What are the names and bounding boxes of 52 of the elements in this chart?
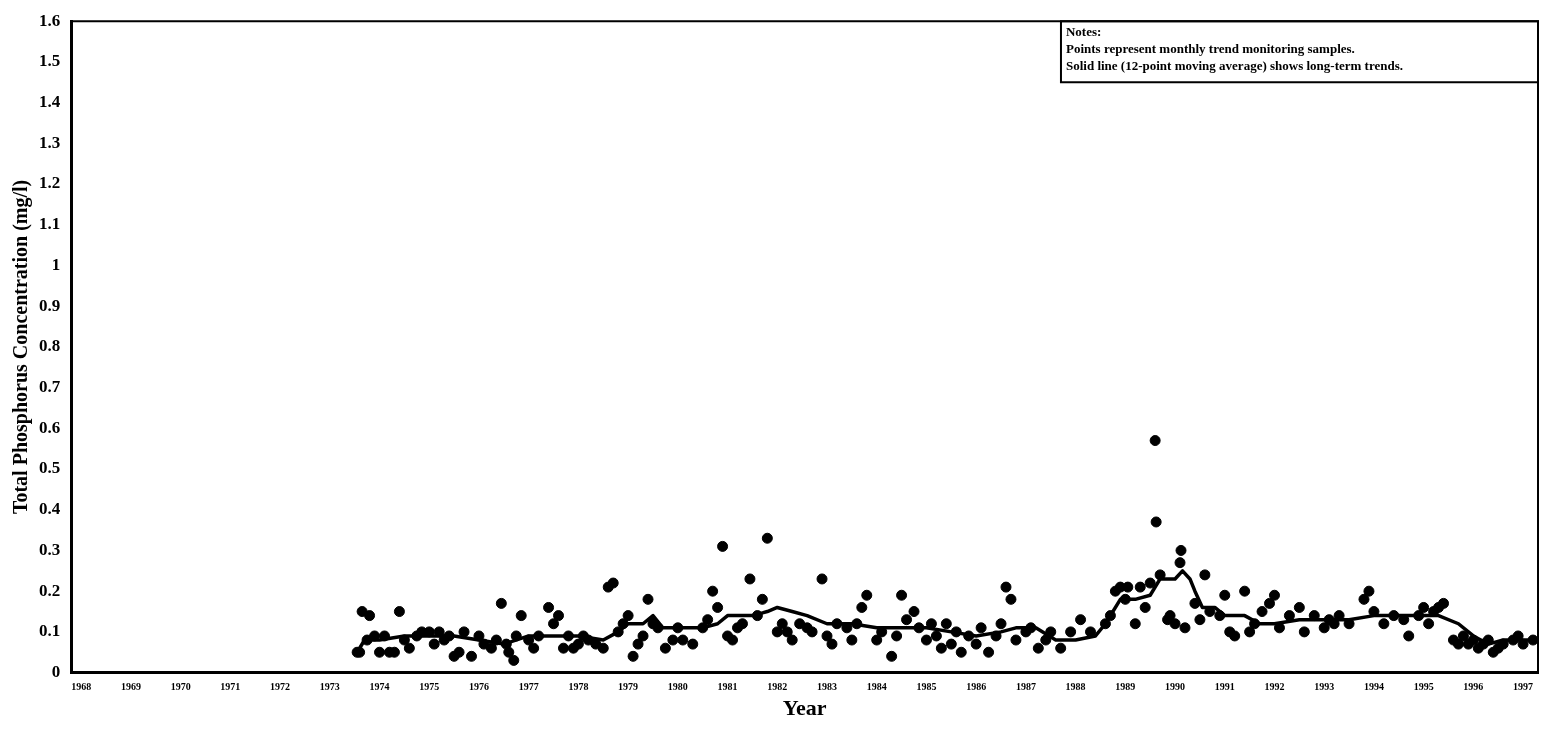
y-tick-label: 0.2 xyxy=(39,580,61,600)
x-tick-label: 1994 xyxy=(1363,681,1384,693)
x-tick-label: 1978 xyxy=(568,681,589,693)
x-tick-label: 1993 xyxy=(1314,681,1335,693)
x-tick-label: 1980 xyxy=(667,681,688,693)
y-tick-label: 0.1 xyxy=(39,621,61,641)
x-tick-label: 1997 xyxy=(1513,681,1534,693)
x-tick-label: 1991 xyxy=(1214,681,1235,693)
x-tick-label: 1992 xyxy=(1264,681,1285,693)
x-tick-label: 1985 xyxy=(916,681,937,693)
x-tick-label: 1982 xyxy=(767,681,788,693)
x-tick-label: 1996 xyxy=(1463,681,1484,693)
y-tick-label: 0.8 xyxy=(39,336,61,356)
x-tick-label: 1972 xyxy=(270,681,291,693)
y-tick-label: 0 xyxy=(51,661,61,681)
y-tick-label: 1.2 xyxy=(39,173,61,193)
y-tick-label: 0.7 xyxy=(39,377,61,396)
x-tick-label: 1988 xyxy=(1065,681,1086,693)
y-tick-label: 1.4 xyxy=(39,92,61,112)
y-tick-label: 1.5 xyxy=(39,51,61,71)
y-tick-label: 0.9 xyxy=(39,295,61,315)
x-tick-label: 1975 xyxy=(419,681,440,693)
y-tick-label: 0.6 xyxy=(39,417,61,437)
x-tick-label: 1989 xyxy=(1115,681,1136,693)
y-axis-title: Total Phosphorus Concentration (mg/l) xyxy=(9,179,33,515)
x-tick-label: 1971 xyxy=(220,681,241,693)
x-tick-label: 1983 xyxy=(817,681,837,693)
annotation: Points represent monthly trend monitoring samples. xyxy=(1065,41,1355,57)
x-tick-label: 1981 xyxy=(717,681,738,693)
y-tick-label: 1.3 xyxy=(39,132,61,152)
y-tick-label: 0.4 xyxy=(39,499,61,519)
y-tick-label: 1 xyxy=(51,254,61,274)
y-tick-label: 0.5 xyxy=(39,458,61,478)
x-tick-label: 1974 xyxy=(369,681,390,693)
y-tick-label: 1.1 xyxy=(39,214,61,234)
x-tick-label: 1977 xyxy=(518,681,539,693)
x-tick-label: 1970 xyxy=(170,681,191,693)
x-tick-label: 1986 xyxy=(966,681,987,693)
x-tick-label: 1976 xyxy=(468,681,489,693)
annotation: Solid line (12-point moving average) shows long-term trends. xyxy=(1065,58,1404,74)
x-tick-label: 1995 xyxy=(1413,681,1434,693)
x-tick-label: 1973 xyxy=(319,681,340,693)
x-tick-label: 1987 xyxy=(1015,681,1036,693)
annotation: Notes: xyxy=(1065,24,1102,40)
x-tick-label: 1968 xyxy=(71,681,92,693)
x-tick-label: 1969 xyxy=(120,681,141,693)
x-axis-title: Year xyxy=(782,695,827,721)
x-tick-label: 1990 xyxy=(1165,681,1186,693)
x-tick-label: 1984 xyxy=(866,681,887,693)
y-tick-label: 0.3 xyxy=(39,539,61,559)
y-tick-label: 1.6 xyxy=(39,10,61,30)
x-tick-label: 1979 xyxy=(618,681,639,693)
